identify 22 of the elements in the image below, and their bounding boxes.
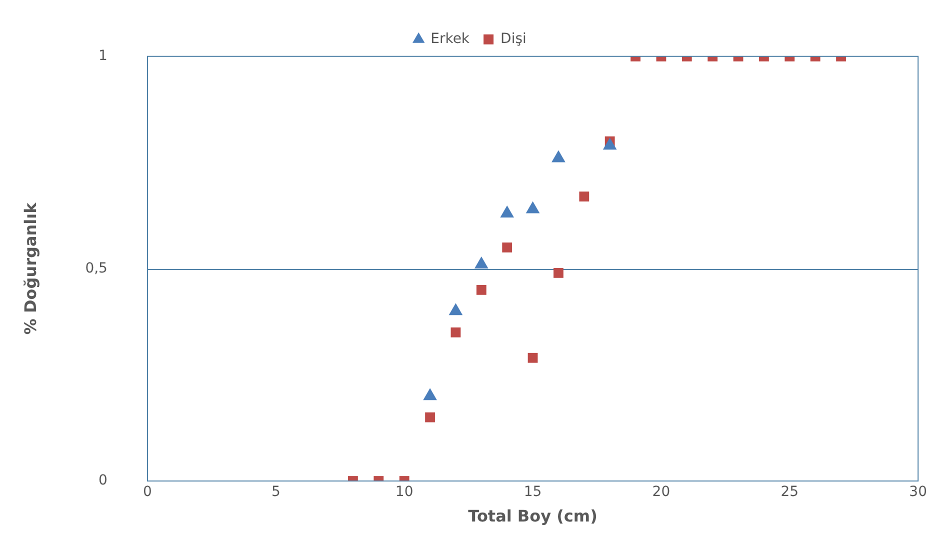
point: [528, 352, 538, 363]
x-tick-label: 20: [652, 484, 670, 500]
x-tick-label: 10: [395, 484, 414, 500]
point: [476, 284, 486, 295]
point: [448, 303, 463, 316]
x-tick-label: 30: [909, 484, 928, 500]
legend-label: Erkek: [430, 31, 470, 48]
y-tick-label: 1: [98, 48, 108, 64]
point: [423, 388, 437, 400]
point: [502, 242, 512, 252]
x-tick-label: 0: [143, 484, 152, 500]
y-tick-label: 0,5: [85, 260, 108, 276]
x-axis-title: Total Boy (cm): [468, 506, 598, 526]
legend-label: Dişi: [500, 31, 526, 48]
point: [579, 192, 590, 202]
x-tick-label: 5: [271, 484, 280, 500]
x-tick-label: 15: [524, 484, 542, 500]
point: [554, 268, 564, 278]
x-tick-label: 25: [780, 484, 799, 500]
point: [450, 327, 461, 338]
y-tick-label: 0: [98, 472, 108, 489]
y-axis-title: % Doğurganlık: [20, 202, 40, 335]
